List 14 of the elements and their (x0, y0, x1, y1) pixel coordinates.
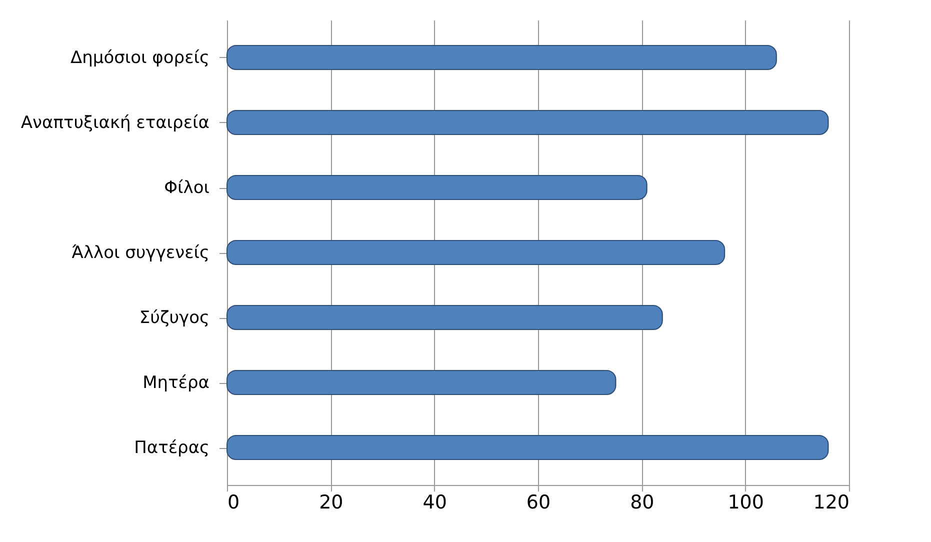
y-tick-label: Αναπτυξιακή εταιρεία (20, 113, 210, 133)
x-tick-label: 0 (228, 492, 240, 514)
y-tick-label: Δημόσιοι φορείς (70, 48, 210, 68)
y-tick-label: Μητέρα (142, 373, 210, 393)
x-tick-label: 120 (813, 492, 850, 514)
x-tick-label: 100 (728, 492, 764, 514)
y-tick-label: Φίλοι (164, 178, 210, 198)
x-tick-label: 20 (319, 492, 344, 514)
x-tick-label: 60 (526, 492, 551, 514)
y-tick-label: Πατέρας (134, 438, 210, 458)
x-tick-label: 40 (422, 492, 447, 514)
y-tick-label: Άλλοι συγγενείς (72, 243, 210, 263)
y-tick-label: Σύζυγος (139, 308, 210, 328)
x-tick-label: 80 (630, 492, 654, 514)
